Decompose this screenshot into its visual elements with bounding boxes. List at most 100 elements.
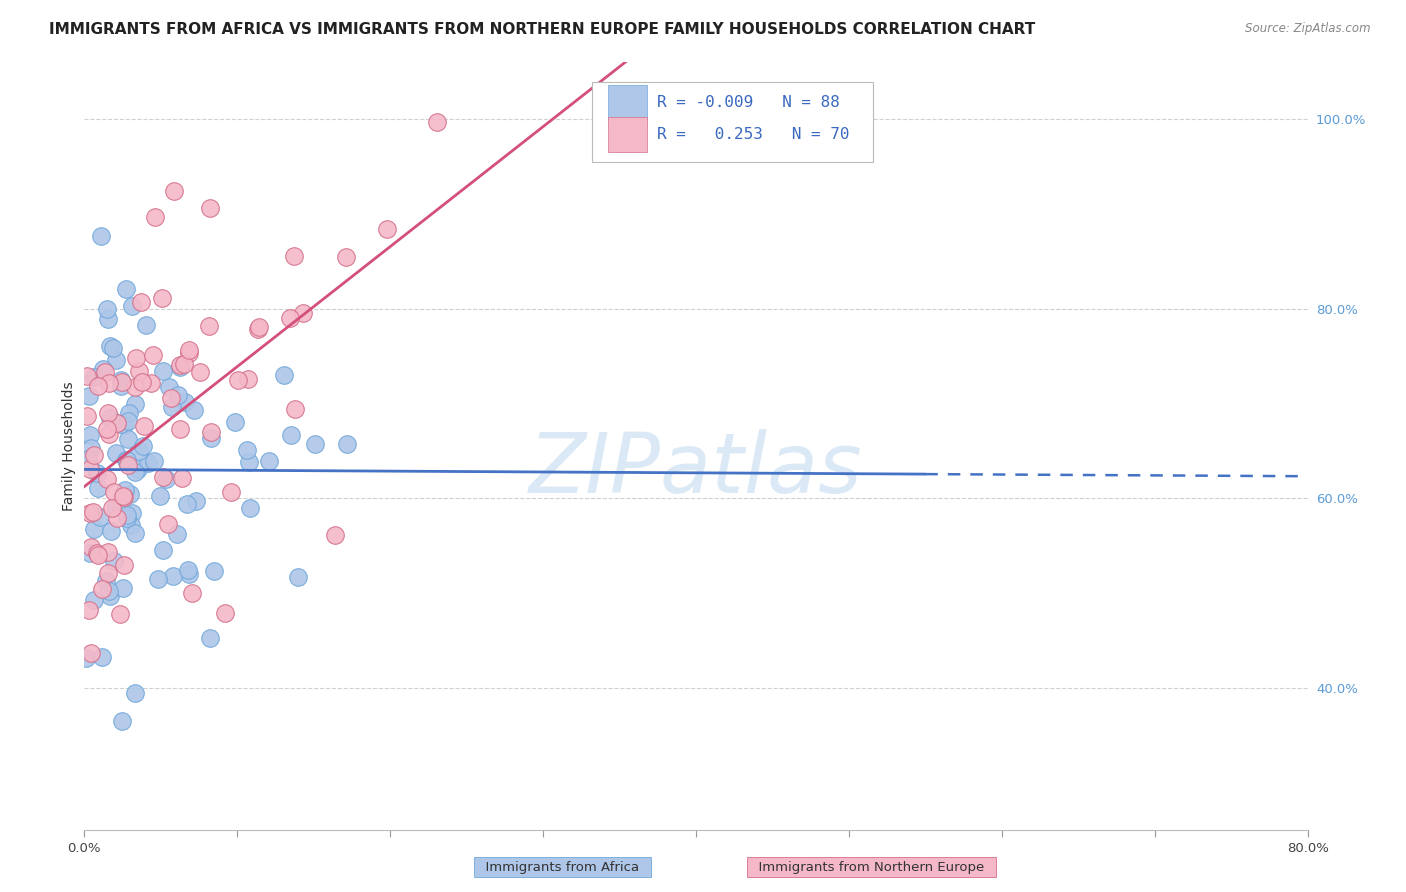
Point <box>110 373 132 387</box>
Point <box>105 416 128 430</box>
Point <box>124 525 146 540</box>
Point <box>186 494 208 508</box>
Point <box>124 379 146 393</box>
Point <box>98 339 121 353</box>
Point <box>97 376 120 391</box>
Point <box>87 379 110 393</box>
Point <box>159 391 181 405</box>
Point <box>224 415 246 429</box>
Point <box>111 714 134 729</box>
Point <box>76 409 98 424</box>
Point <box>174 395 197 409</box>
Point <box>75 650 97 665</box>
Point <box>236 372 259 386</box>
Point <box>124 397 146 411</box>
Point <box>136 456 159 470</box>
Text: R = -0.009   N = 88: R = -0.009 N = 88 <box>657 95 839 110</box>
Point <box>110 607 132 622</box>
Point <box>79 427 101 442</box>
FancyBboxPatch shape <box>607 117 647 153</box>
Point <box>219 484 242 499</box>
Point <box>118 406 141 420</box>
Point <box>79 462 101 476</box>
Point <box>177 567 200 582</box>
Point <box>149 489 172 503</box>
Point <box>176 497 198 511</box>
Point <box>83 449 105 463</box>
Text: Immigrants from Northern Europe: Immigrants from Northern Europe <box>751 861 993 873</box>
Point <box>166 526 188 541</box>
Point <box>94 365 117 379</box>
FancyBboxPatch shape <box>592 81 873 162</box>
Point <box>129 295 152 310</box>
Point <box>98 427 121 442</box>
Point <box>115 511 138 525</box>
Point <box>128 443 150 458</box>
Point <box>278 311 301 326</box>
Point <box>105 352 128 367</box>
Point <box>115 452 138 467</box>
Point <box>79 546 101 560</box>
Point <box>169 422 191 436</box>
Point <box>87 481 110 495</box>
Point <box>105 511 128 525</box>
Point <box>111 581 134 595</box>
Point <box>117 458 139 472</box>
Point <box>103 341 125 355</box>
Point <box>120 517 142 532</box>
Point <box>89 509 111 524</box>
Point <box>135 318 157 332</box>
Point <box>98 411 121 425</box>
Point <box>97 406 120 420</box>
Point <box>228 373 250 387</box>
Point <box>336 436 359 450</box>
Point <box>169 359 191 374</box>
Point <box>90 229 112 244</box>
Point <box>170 471 193 485</box>
Point <box>143 210 166 224</box>
Point <box>120 486 142 500</box>
Point <box>91 649 114 664</box>
Point <box>98 589 121 603</box>
Point <box>200 425 222 439</box>
Point <box>127 461 149 475</box>
Point <box>114 282 136 296</box>
Point <box>100 524 122 538</box>
Point <box>173 357 195 371</box>
Point <box>156 516 179 531</box>
Point <box>236 442 259 457</box>
Point <box>96 301 118 316</box>
Point <box>124 686 146 700</box>
Point <box>239 501 262 516</box>
Point <box>166 387 188 401</box>
Point <box>162 569 184 583</box>
Point <box>94 574 117 588</box>
Point <box>198 631 221 645</box>
Point <box>125 351 148 365</box>
Point <box>112 418 135 433</box>
Point <box>284 401 307 416</box>
Point <box>110 379 132 393</box>
Point <box>96 472 118 486</box>
Point <box>214 606 236 620</box>
Point <box>177 563 200 577</box>
Point <box>238 455 260 469</box>
Point <box>80 442 103 456</box>
Point <box>202 564 225 578</box>
Point <box>115 508 138 522</box>
Point <box>79 603 101 617</box>
Text: Immigrants from Africa: Immigrants from Africa <box>477 861 648 873</box>
Point <box>146 573 169 587</box>
Point <box>97 583 120 598</box>
Point <box>121 299 143 313</box>
Point <box>150 291 173 305</box>
Point <box>132 439 155 453</box>
Point <box>163 184 186 198</box>
Point <box>111 375 134 389</box>
Point <box>104 500 127 515</box>
Point <box>115 452 138 467</box>
Point <box>142 454 165 468</box>
Text: ZIPatlas: ZIPatlas <box>529 428 863 509</box>
Point <box>103 485 125 500</box>
Point <box>105 445 128 459</box>
